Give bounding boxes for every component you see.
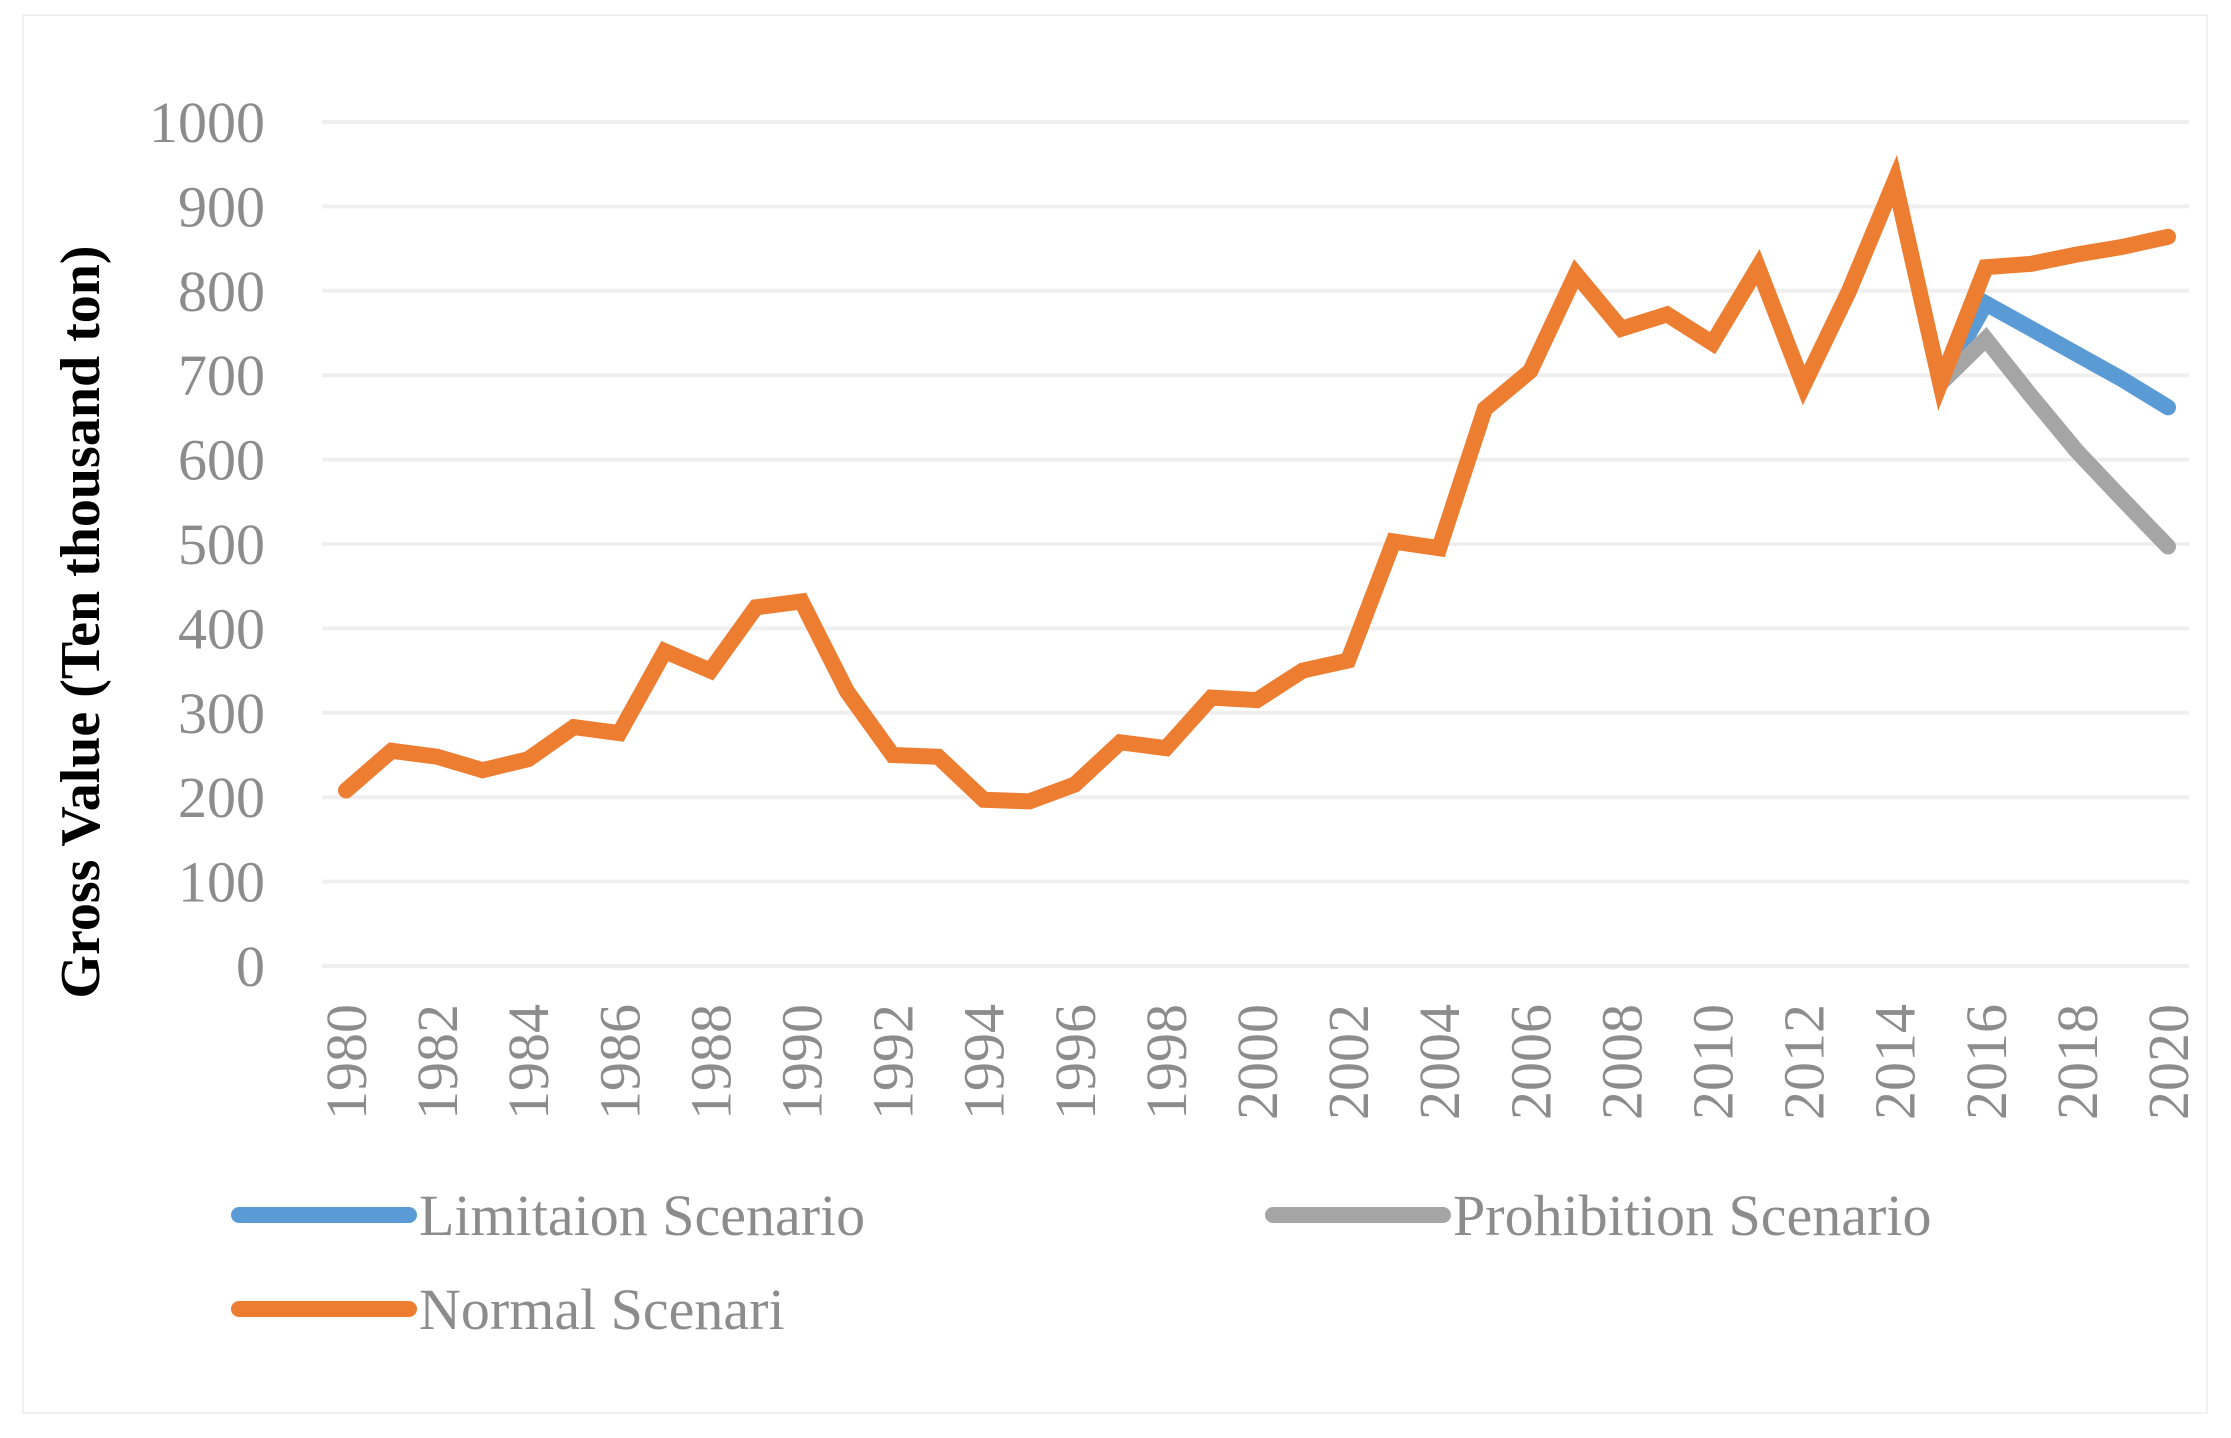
- y-tick-label: 800: [178, 259, 265, 324]
- y-tick-label: 400: [178, 596, 265, 661]
- x-tick-label: 2004: [1407, 1004, 1472, 1120]
- y-tick-label: 600: [178, 428, 265, 493]
- legend-label: Normal Scenari: [419, 1277, 785, 1342]
- x-tick-label: 2020: [2136, 1004, 2201, 1120]
- y-tick-label: 900: [178, 174, 265, 239]
- y-tick-label: 100: [178, 850, 265, 915]
- legend-item: Prohibition Scenario: [1265, 1183, 1931, 1248]
- x-axis-ticks: 1980 1982 1984 1986 1988 1990 1992 1994 1996 1998…: [314, 1004, 2201, 1120]
- y-tick-label: 0: [236, 934, 265, 999]
- y-tick-label: 300: [178, 681, 265, 746]
- series-lines: [338, 154, 2176, 810]
- x-tick-label: 2002: [1316, 1004, 1381, 1120]
- series-line-limitaion-scenario: [1932, 292, 2176, 416]
- x-tick-label: 1992: [861, 1004, 926, 1120]
- y-tick-label: 700: [178, 343, 265, 408]
- legend-item: Limitaion Scenario: [231, 1183, 865, 1248]
- chart-frame: 0 100 200 300 400 500 600 700 800 900 1000 1980 198…: [22, 14, 2208, 1414]
- series-line-prohibition-scenario: [1932, 326, 2176, 555]
- y-axis-title: Gross Value (Ten thousand ton): [50, 245, 112, 998]
- x-tick-label: 1980: [314, 1004, 379, 1120]
- x-tick-label: 2006: [1498, 1004, 1563, 1120]
- y-tick-label: 1000: [149, 90, 265, 155]
- x-tick-label: 2008: [1589, 1004, 1654, 1120]
- series-line-normal-scenari: [338, 154, 2176, 810]
- y-tick-label: 200: [178, 765, 265, 830]
- x-tick-label: 2012: [1772, 1004, 1837, 1120]
- x-tick-label: 2014: [1863, 1004, 1928, 1120]
- x-tick-label: 2000: [1225, 1004, 1290, 1120]
- legend-item: Normal Scenari: [231, 1277, 785, 1342]
- legend: Limitaion Scenario Prohibition Scenario No…: [231, 1183, 1931, 1342]
- x-tick-label: 2016: [1954, 1004, 2019, 1120]
- x-tick-label: 2010: [1681, 1004, 1746, 1120]
- x-tick-label: 1990: [770, 1004, 835, 1120]
- x-tick-label: 1996: [1043, 1004, 1108, 1120]
- x-tick-label: 1994: [952, 1004, 1017, 1120]
- y-tick-label: 500: [178, 512, 265, 577]
- x-tick-label: 1998: [1134, 1004, 1199, 1120]
- x-tick-label: 1986: [587, 1004, 652, 1120]
- x-tick-label: 2018: [2045, 1004, 2110, 1120]
- x-tick-label: 1982: [405, 1004, 470, 1120]
- legend-label: Limitaion Scenario: [419, 1183, 865, 1248]
- x-tick-label: 1984: [496, 1004, 561, 1120]
- x-tick-label: 1988: [678, 1004, 743, 1120]
- y-axis-ticks: 0 100 200 300 400 500 600 700 800 900 1000: [149, 90, 265, 999]
- legend-label: Prohibition Scenario: [1453, 1183, 1931, 1248]
